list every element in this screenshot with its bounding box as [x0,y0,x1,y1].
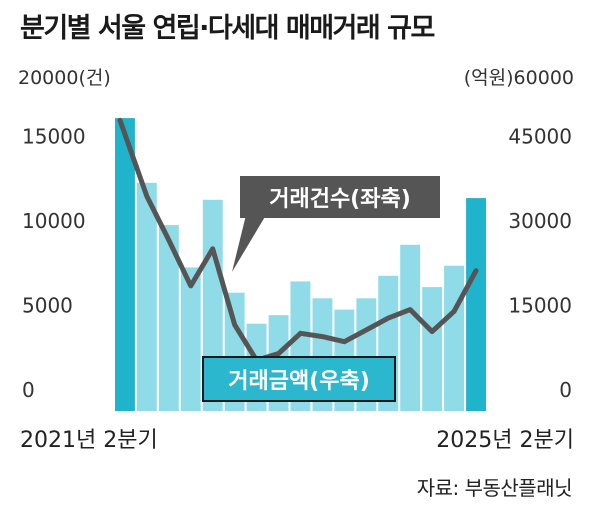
left-tick-10000: 10000 [22,209,86,233]
right-axis-unit: (억원)60000 [464,67,574,89]
right-tick-15000: 15000 [508,294,572,318]
chart-title: 분기별 서울 연립·다세대 매매거래 규모 [20,13,435,44]
legend-bar-label: 거래금액(우축) [228,369,370,394]
left-axis-unit: 20000(건) [18,67,111,89]
legend-bar-callout: 거래금액(우축) [202,356,396,402]
bar-2025Q2 [466,198,486,411]
left-tick-5000: 5000 [22,294,73,318]
bar-2025Q1 [444,265,464,411]
legend-line-callout: 거래건수(좌축) [232,176,440,272]
bar-2021Q3 [136,182,157,411]
right-tick-30000: 30000 [508,209,572,233]
bar-2024Q3 [400,244,421,411]
right-tick-0: 0 [559,378,572,402]
series-line-count [117,117,479,363]
left-tick-0: 0 [22,378,35,402]
left-tick-15000: 15000 [22,125,86,149]
bar-2024Q4 [422,287,443,411]
source-note: 자료: 부동산플래닛 [416,476,573,500]
bar-2021Q2 [115,118,135,411]
right-tick-45000: 45000 [508,125,572,149]
x-label-first: 2021년 2분기 [20,428,158,453]
legend-line-label: 거래건수(좌축) [269,187,411,212]
bar-2021Q4 [158,225,179,411]
bar-2022Q1 [180,267,201,411]
x-label-last: 2025년 2분기 [436,428,574,453]
